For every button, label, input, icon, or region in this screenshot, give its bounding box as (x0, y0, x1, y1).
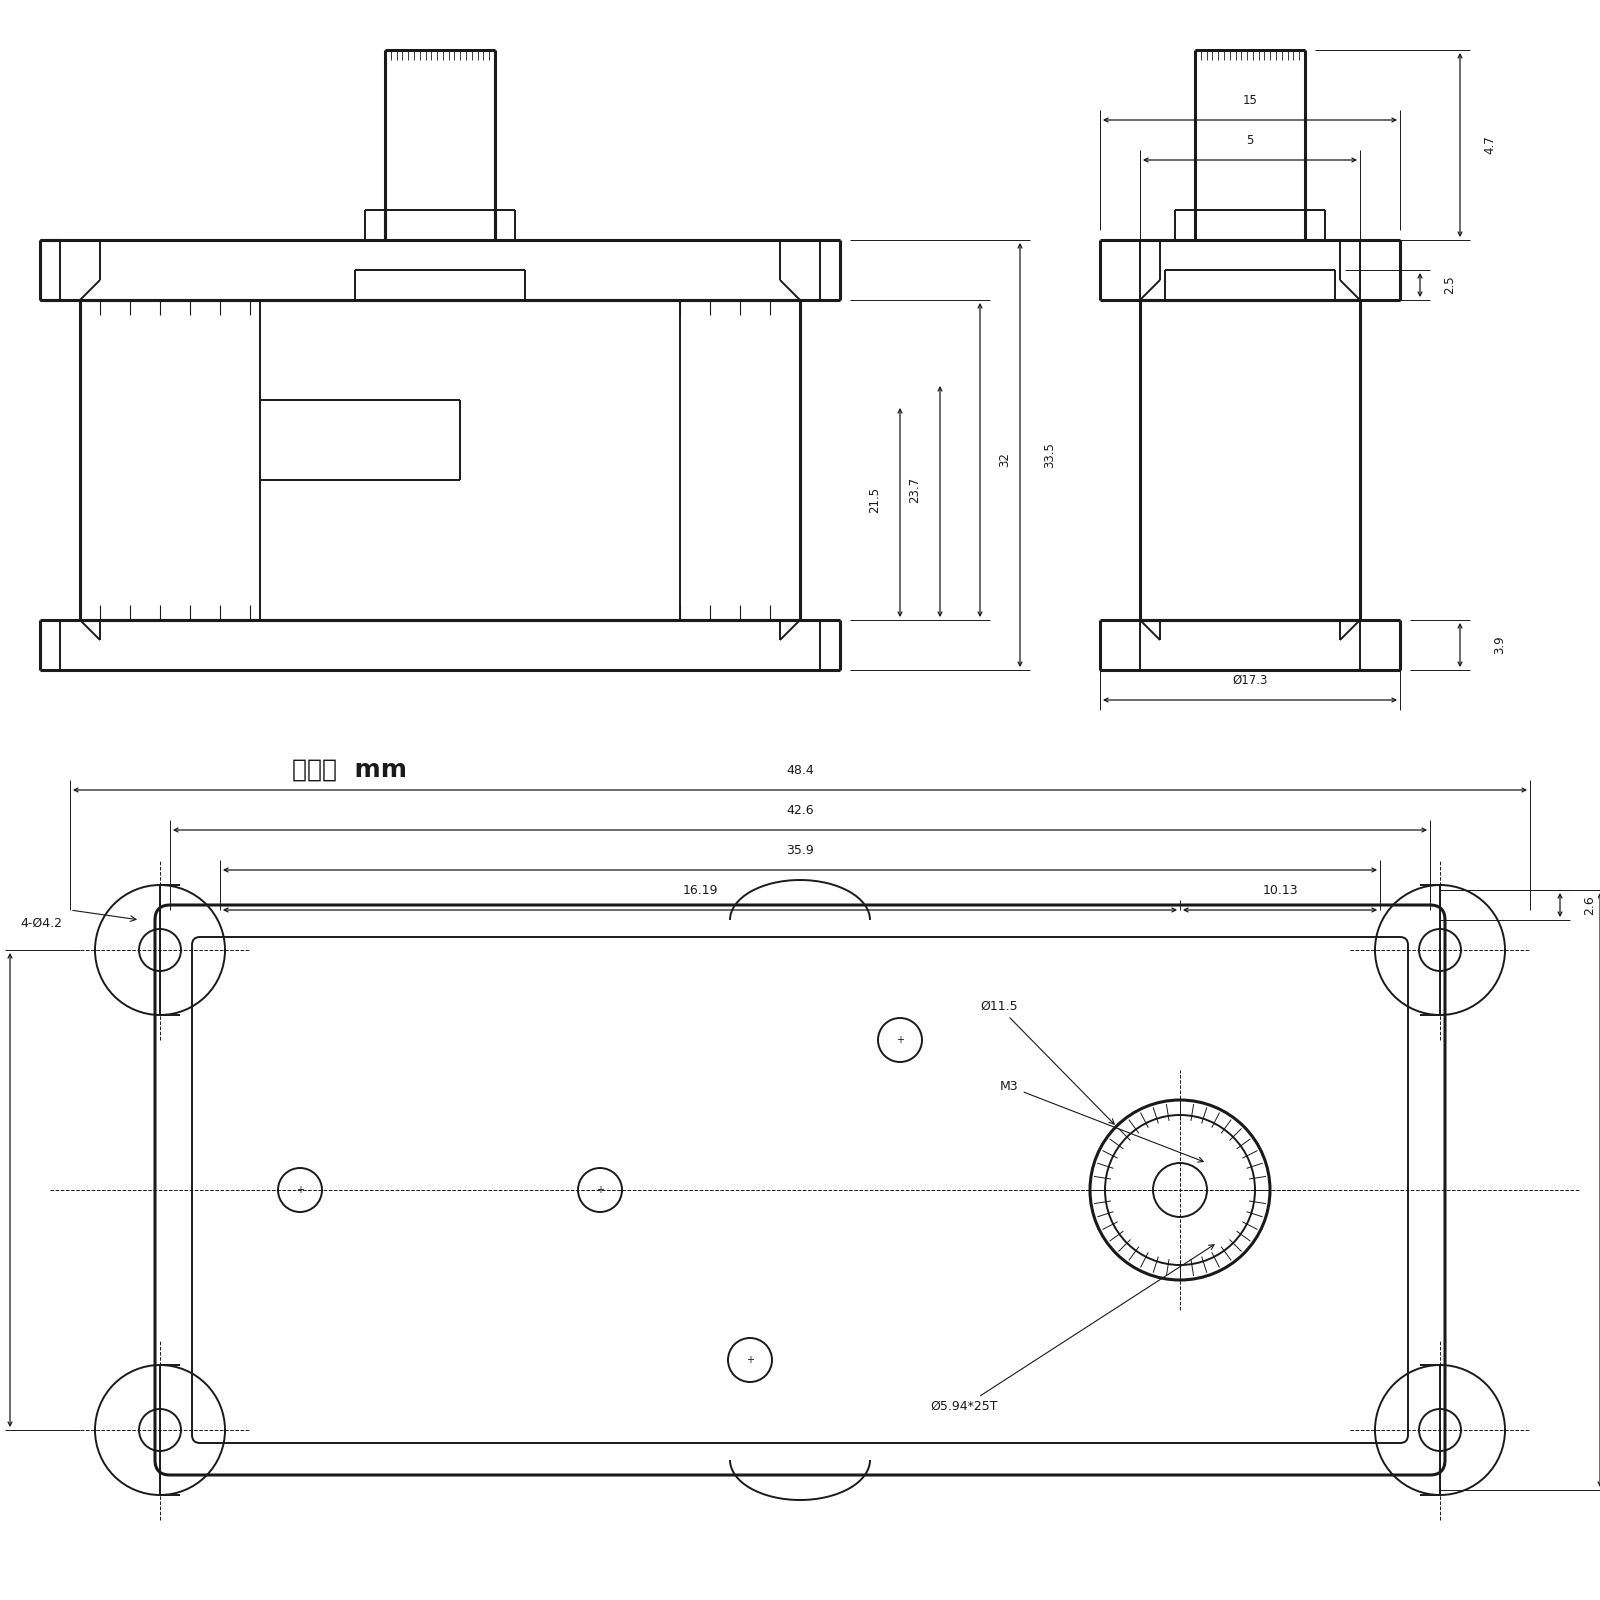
Text: 5: 5 (1246, 133, 1254, 147)
Text: +: + (296, 1186, 304, 1195)
Text: 16.19: 16.19 (682, 883, 718, 896)
Text: 35.9: 35.9 (786, 843, 814, 856)
Text: Ø17.3: Ø17.3 (1232, 674, 1267, 686)
Text: 2.5: 2.5 (1443, 275, 1456, 294)
Text: +: + (896, 1035, 904, 1045)
Text: 23.7: 23.7 (909, 477, 922, 502)
Text: 4-Ø4.2: 4-Ø4.2 (19, 917, 62, 930)
Text: 21.5: 21.5 (869, 486, 882, 514)
Text: M3: M3 (1000, 1080, 1203, 1162)
Text: 32: 32 (998, 453, 1011, 467)
Text: 10.13: 10.13 (1262, 883, 1298, 896)
Text: 48.4: 48.4 (786, 763, 814, 776)
Text: +: + (746, 1355, 754, 1365)
Text: 4.7: 4.7 (1483, 136, 1496, 154)
Text: 33.5: 33.5 (1043, 442, 1056, 467)
Text: Ø11.5: Ø11.5 (979, 1000, 1114, 1125)
Text: +: + (595, 1186, 605, 1195)
Text: Ø5.94*25T: Ø5.94*25T (930, 1245, 1214, 1413)
Text: 42.6: 42.6 (786, 803, 814, 816)
Text: 15: 15 (1243, 93, 1258, 107)
Text: 2.6: 2.6 (1584, 894, 1597, 915)
Text: 单位：  mm: 单位： mm (293, 758, 408, 782)
Text: 3.9: 3.9 (1493, 635, 1507, 654)
